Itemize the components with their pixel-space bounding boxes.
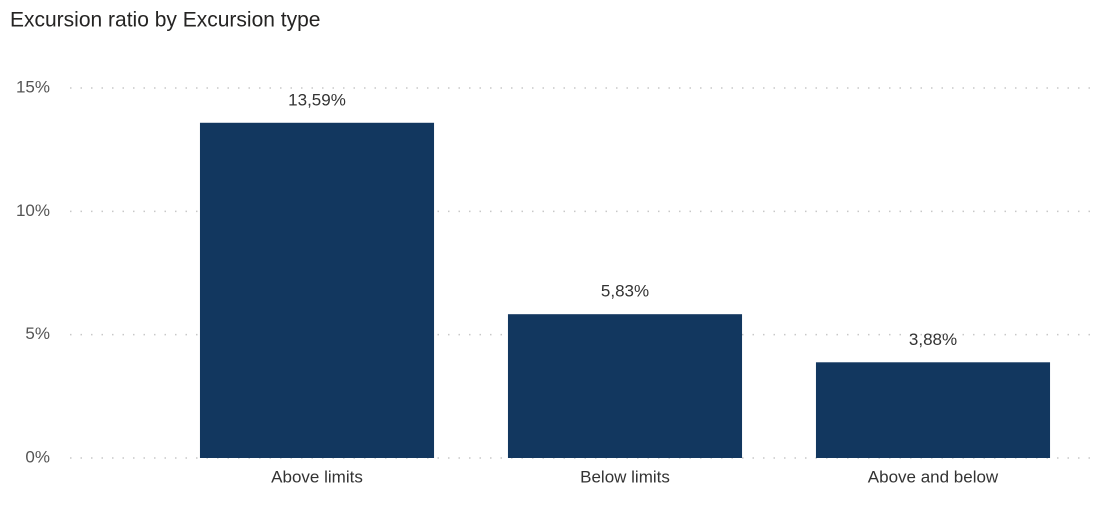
- value-label: 3,88%: [909, 330, 957, 349]
- bar: [507, 314, 743, 458]
- y-tick-label: 15%: [16, 77, 50, 96]
- x-tick-label: Above and below: [868, 467, 999, 486]
- value-label: 13,59%: [288, 90, 346, 109]
- value-label: 5,83%: [601, 282, 649, 301]
- bar: [815, 362, 1051, 458]
- x-tick-label: Below limits: [580, 467, 670, 486]
- y-tick-label: 10%: [16, 201, 50, 220]
- bar: [199, 122, 435, 458]
- y-tick-label: 0%: [25, 447, 50, 466]
- x-tick-label: Above limits: [271, 467, 363, 486]
- y-tick-label: 5%: [25, 324, 50, 343]
- chart-title: Excursion ratio by Excursion type: [10, 9, 320, 32]
